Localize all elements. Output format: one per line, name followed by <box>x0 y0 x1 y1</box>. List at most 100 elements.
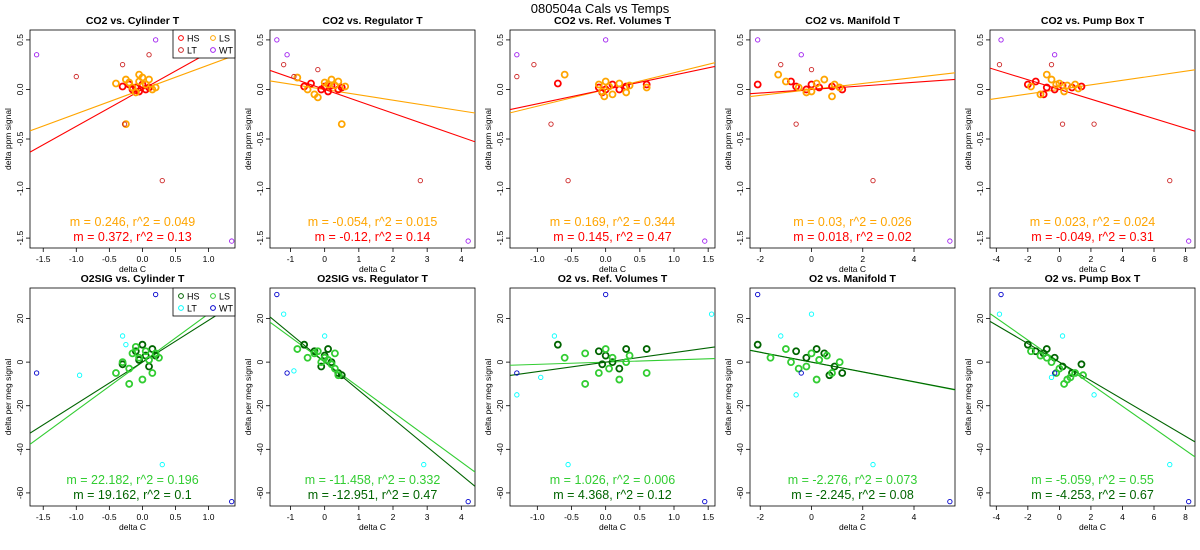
x-axis-label: delta C <box>119 264 146 274</box>
data-point-lt <box>119 333 126 339</box>
y-tick-label: 0 <box>15 359 25 364</box>
data-point-ls <box>337 120 346 129</box>
fit-annotation-ls: m = -11.458, r^2 = 0.332 <box>305 473 441 487</box>
legend-marker <box>178 47 184 53</box>
fit-annotation-ls: m = 22.182, r^2 = 0.196 <box>66 473 198 487</box>
data-point-hs <box>138 340 147 349</box>
x-tick-label: -1.5 <box>36 254 51 264</box>
y-tick-label: -1.5 <box>735 230 745 245</box>
data-point-ls <box>605 364 613 373</box>
legend-label: WT <box>219 46 233 56</box>
data-point-lt <box>1167 177 1173 184</box>
data-point-ls <box>601 77 610 86</box>
y-axis-label: delta ppm signal <box>243 108 253 170</box>
y-tick-label: -0.5 <box>495 131 505 146</box>
x-tick-label: 1 <box>356 512 361 522</box>
data-point-ls <box>560 70 569 79</box>
data-point-ls <box>1036 351 1045 360</box>
data-point-ls <box>622 358 631 367</box>
data-point-lt <box>778 333 784 339</box>
x-tick-label: -0.5 <box>564 512 579 522</box>
y-tick-label: 0 <box>735 359 745 364</box>
data-point-lt <box>1048 374 1055 381</box>
legend-label: HS <box>187 34 200 44</box>
panel-title: O2 vs. Pump Box T <box>1045 273 1141 285</box>
y-tick-label: 0.0 <box>15 83 25 95</box>
data-point-hs <box>553 340 562 349</box>
x-tick-label: -2 <box>756 512 764 522</box>
plot-frame <box>989 287 1196 507</box>
x-tick-label: 1.5 <box>702 512 714 522</box>
data-point-wt <box>152 37 159 43</box>
data-point-hs <box>324 345 332 353</box>
data-point-lt <box>514 392 520 398</box>
legend-label: LT <box>187 46 197 56</box>
data-point-ls <box>135 70 144 79</box>
data-point-lt <box>1167 461 1173 468</box>
y-axis-label: delta ppm signal <box>3 108 13 170</box>
chart-panel-1: CO2 vs. Cylinder T -1.5 -1.0 -0.5 0.0 0.5 1.0 d… <box>3 15 236 274</box>
data-point-ls <box>835 83 844 92</box>
y-tick-label: -1.0 <box>735 181 745 196</box>
data-point-ls <box>581 349 590 358</box>
data-point-lt <box>159 177 165 184</box>
x-tick-label: 6 <box>1152 254 1157 264</box>
x-tick-label: -1.0 <box>530 512 545 522</box>
data-point-lt <box>1059 121 1066 127</box>
y-tick-label: 0.5 <box>975 34 985 46</box>
data-point-wt <box>1186 238 1192 244</box>
x-tick-label: 0 <box>1057 512 1062 522</box>
data-point-ls <box>313 347 322 356</box>
x-tick-label: 0.0 <box>137 512 149 522</box>
x-tick-label: -1.0 <box>530 254 545 264</box>
data-point-ls <box>334 77 343 86</box>
data-point-ls <box>313 93 322 102</box>
data-point-ls <box>794 83 803 92</box>
data-point-ls <box>766 353 775 362</box>
data-point-ls <box>812 79 821 88</box>
data-point-ls <box>594 369 603 377</box>
x-tick-label: -1 <box>287 254 295 264</box>
y-tick-label: 20 <box>495 314 505 324</box>
data-point-ls <box>622 88 631 97</box>
fit-annotation-hs: m = 19.162, r^2 = 0.1 <box>73 488 191 502</box>
data-point-lt <box>996 311 1003 317</box>
x-tick-label: -1.0 <box>69 254 84 264</box>
x-tick-label: 2 <box>391 254 396 264</box>
data-point-ls <box>807 349 816 358</box>
data-point-lt <box>996 62 1003 68</box>
x-axis-label: delta C <box>1079 522 1106 532</box>
data-point-hs <box>1068 369 1076 377</box>
legend-marker <box>210 47 216 53</box>
data-point-hs <box>601 351 610 360</box>
data-point-hs <box>792 347 801 356</box>
legend-box <box>172 287 236 317</box>
data-point-hs <box>753 340 762 349</box>
x-axis-label: delta C <box>839 264 866 274</box>
data-point-wt <box>514 370 520 376</box>
data-point-ls <box>125 380 134 388</box>
data-point-ls <box>600 92 609 101</box>
data-point-ls <box>1079 371 1087 380</box>
x-tick-label: -4 <box>993 512 1001 522</box>
data-point-hs <box>118 82 127 91</box>
x-axis-label: delta C <box>359 264 386 274</box>
data-point-hs <box>1039 90 1048 99</box>
data-point-lt <box>315 66 321 73</box>
fit-annotation-ls: m = 0.246, r^2 = 0.049 <box>70 215 195 229</box>
y-tick-label: -60 <box>735 487 745 500</box>
x-tick-label: 4 <box>459 254 464 264</box>
data-point-hs <box>622 345 631 353</box>
x-tick-label: 0.5 <box>170 254 182 264</box>
panel-title: CO2 vs. Pump Box T <box>1041 15 1145 27</box>
plot-frame <box>29 287 236 507</box>
data-point-ls <box>151 83 160 92</box>
x-axis-label: delta C <box>839 522 866 532</box>
y-axis-label: delta ppm signal <box>723 108 733 170</box>
y-tick-label: -20 <box>735 399 745 412</box>
data-point-lt <box>1059 333 1066 339</box>
data-point-lt <box>121 121 128 127</box>
y-tick-label: 20 <box>975 314 985 324</box>
data-point-ls <box>781 77 790 86</box>
data-point-ls <box>145 356 153 364</box>
